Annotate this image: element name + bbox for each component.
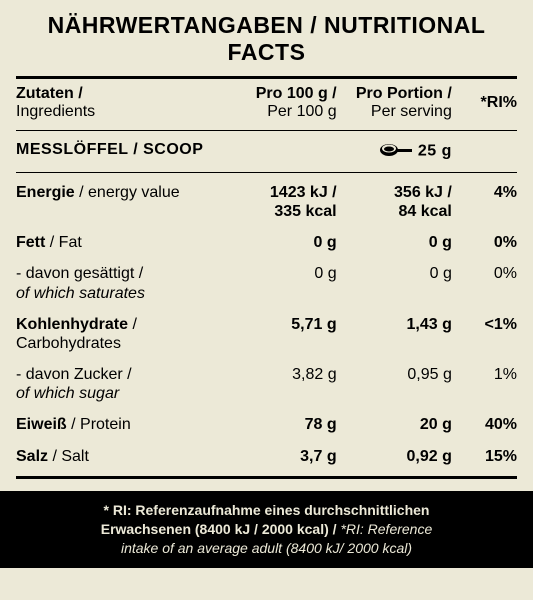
- hdr-per100-en: Per 100 g: [267, 103, 336, 120]
- nutrient-name-en: Fat: [59, 234, 82, 251]
- nutrient-name-en: Protein: [80, 416, 131, 433]
- per-100g: 0 g: [221, 227, 336, 258]
- per-serving: 0 g: [337, 227, 452, 258]
- nutrient-name-en: of which sugar: [16, 385, 119, 402]
- per-serving: 20 g: [337, 409, 452, 440]
- nutrient-name-en: Carbohydrates: [16, 335, 121, 352]
- per-serving: 0 g: [337, 258, 452, 308]
- scoop-label: MESSLÖFFEL / SCOOP: [16, 135, 337, 168]
- nutrient-name-de: Fett: [16, 234, 45, 251]
- hdr-ingredients-de: Zutaten /: [16, 85, 83, 102]
- nutrient-sep: /: [48, 448, 61, 465]
- ri-percent: <1%: [452, 309, 517, 359]
- per-100g: 0 g: [221, 258, 336, 308]
- nutrient-sep: /: [67, 416, 80, 433]
- scoop-amount: 25 g: [418, 143, 452, 160]
- table-row: Fett / Fat0 g0 g0%: [16, 227, 517, 258]
- ri-percent: 4%: [452, 177, 517, 227]
- per-serving: 0,95 g: [337, 359, 452, 409]
- ri-percent: 1%: [452, 359, 517, 409]
- divider: [16, 76, 517, 79]
- nutrient-name-de: - davon Zucker /: [16, 366, 132, 383]
- hdr-ingredients-en: Ingredients: [16, 103, 95, 120]
- per-serving: 356 kJ /84 kcal: [337, 177, 452, 227]
- nutrient-name-en: Salt: [61, 448, 89, 465]
- panel-title: NÄHRWERTANGABEN / NUTRITIONAL FACTS: [16, 12, 517, 66]
- header-row: Zutaten / Ingredients Pro 100 g / Per 10…: [16, 83, 517, 126]
- per-100g: 5,71 g: [221, 309, 336, 359]
- nutrient-name-de: Salz: [16, 448, 48, 465]
- ri-percent: 40%: [452, 409, 517, 440]
- per-100g: 3,82 g: [221, 359, 336, 409]
- table-row: - davon Zucker / of which sugar 3,82 g0,95…: [16, 359, 517, 409]
- nutrient-name-de: Kohlenhydrate: [16, 316, 128, 333]
- footnote: * RI: Referenzaufnahme eines durchschnit…: [0, 491, 533, 568]
- nutrient-sep: /: [128, 316, 137, 333]
- nutrition-table: Zutaten / Ingredients Pro 100 g / Per 10…: [16, 83, 517, 472]
- per-serving: 0,92 g: [337, 441, 452, 472]
- nutrient-name-de: Eiweiß: [16, 416, 67, 433]
- per-serving: 1,43 g: [337, 309, 452, 359]
- divider: [16, 476, 517, 479]
- nutrient-sep: /: [45, 234, 58, 251]
- footnote-de-2: Erwachsenen (8400 kJ / 2000 kcal) /: [101, 521, 341, 537]
- nutrient-name-de: Energie: [16, 184, 75, 201]
- hdr-serving-en: Per serving: [371, 103, 452, 120]
- hdr-per100-de: Pro 100 g /: [256, 85, 337, 102]
- per-100g: 3,7 g: [221, 441, 336, 472]
- table-row: Kohlenhydrate / Carbohydrates 5,71 g1,43 …: [16, 309, 517, 359]
- footnote-en-1: *RI: Reference: [340, 521, 432, 537]
- nutrient-name-en: energy value: [88, 184, 180, 201]
- table-row: Salz / Salt 3,7 g0,92 g15%: [16, 441, 517, 472]
- table-row: - davon gesättigt / of which saturates 0 g…: [16, 258, 517, 308]
- nutrient-sep: /: [75, 184, 88, 201]
- scoop-icon: [380, 141, 412, 162]
- footnote-de-1: * RI: Referenzaufnahme eines durchschnit…: [104, 502, 430, 518]
- nutrition-panel: NÄHRWERTANGABEN / NUTRITIONAL FACTS Zuta…: [0, 0, 533, 600]
- table-row: Eiweiß / Protein 78 g20 g40%: [16, 409, 517, 440]
- footnote-en-2: intake of an average adult (8400 kJ/ 200…: [121, 540, 412, 556]
- scoop-row: MESSLÖFFEL / SCOOP 25 g: [16, 135, 517, 168]
- per-100g: 78 g: [221, 409, 336, 440]
- per-100g: 1423 kJ /335 kcal: [221, 177, 336, 227]
- nutrient-name-en: of which saturates: [16, 285, 145, 302]
- ri-percent: 0%: [452, 258, 517, 308]
- table-row: Energie / energy value 1423 kJ /335 kcal3…: [16, 177, 517, 227]
- ri-percent: 0%: [452, 227, 517, 258]
- divider: [16, 130, 517, 131]
- hdr-serving-de: Pro Portion /: [356, 85, 452, 102]
- hdr-ri: *RI%: [481, 94, 517, 111]
- nutrient-name-de: - davon gesättigt /: [16, 265, 143, 282]
- divider: [16, 172, 517, 173]
- ri-percent: 15%: [452, 441, 517, 472]
